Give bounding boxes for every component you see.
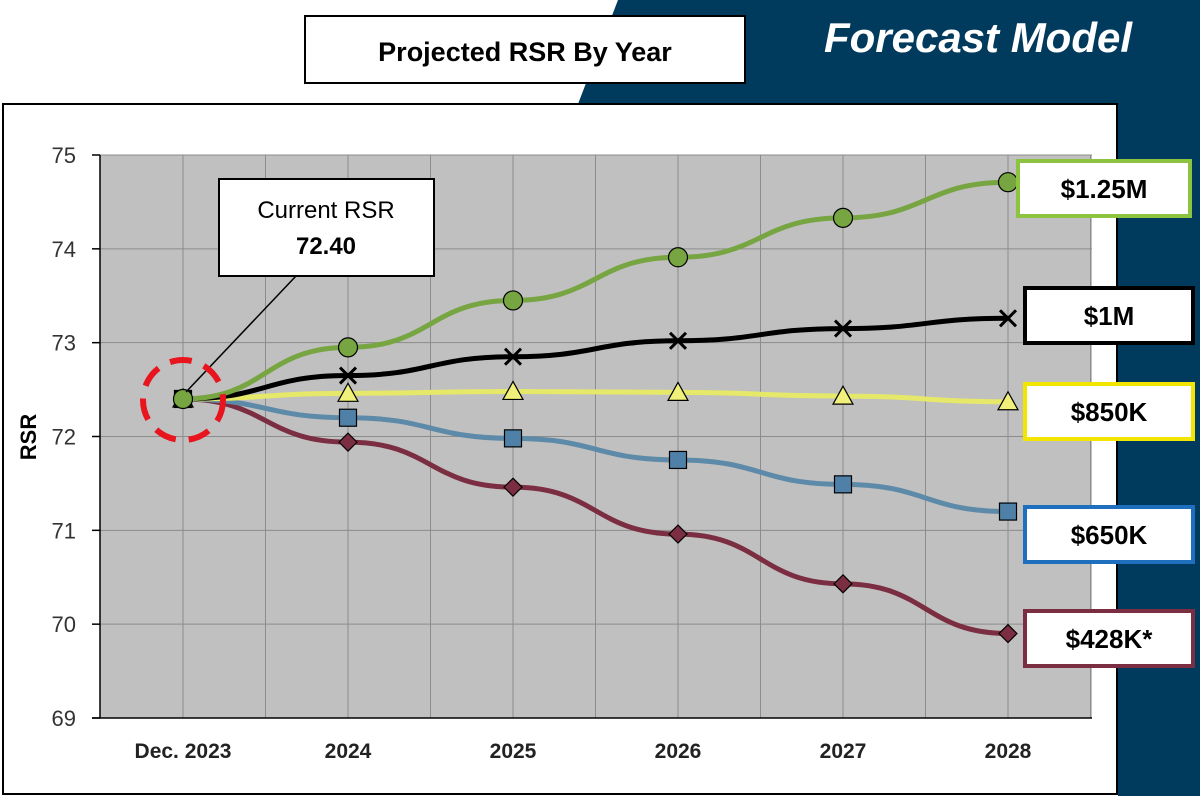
data-point — [667, 247, 689, 268]
series-line — [182, 396, 1009, 637]
x-tick-label: 2028 — [985, 740, 1032, 763]
chart-title: Projected RSR By Year — [378, 37, 672, 67]
y-axis-label: RSR — [16, 414, 41, 461]
data-point — [338, 432, 358, 452]
data-point — [997, 172, 1019, 193]
x-tick-labels: Dec. 2023 2024 2025 2026 2027 2028 — [135, 740, 1032, 763]
series-label: $1M — [1084, 301, 1135, 331]
x-tick-label: 2024 — [325, 740, 372, 763]
x-tick-label: Dec. 2023 — [135, 740, 232, 763]
y-tick-label: 72 — [52, 425, 76, 450]
data-point — [668, 450, 688, 470]
series-label-box — [1023, 505, 1195, 564]
data-point — [501, 380, 525, 401]
data-point — [998, 502, 1018, 521]
series-label-box — [1023, 609, 1195, 668]
series-label: $850K — [1071, 397, 1148, 427]
series-line — [182, 396, 1009, 515]
callout-leader — [185, 275, 297, 393]
x-tick-label: 2026 — [655, 740, 702, 763]
series-line — [182, 179, 1009, 402]
current-rsr-highlight — [140, 357, 226, 443]
data-point — [503, 477, 523, 498]
callout-label: Current RSR — [257, 197, 394, 224]
data-point — [336, 382, 360, 402]
series-label-box — [1023, 286, 1195, 345]
data-point — [833, 573, 853, 594]
series-label: $650K — [1071, 520, 1148, 550]
series-line — [182, 388, 1009, 405]
series-lines — [171, 172, 1020, 644]
data-point — [502, 290, 524, 311]
series-labels: $1.25M $1M $850K $650K $428K* — [1016, 159, 1195, 668]
series-label: $428K* — [1066, 624, 1154, 654]
data-point — [998, 309, 1018, 328]
y-tick-label: 71 — [52, 518, 76, 543]
chart-title-box — [304, 15, 746, 84]
data-point — [338, 408, 358, 427]
data-point — [172, 388, 194, 410]
y-tick-label: 69 — [52, 706, 76, 731]
x-tick-label: 2025 — [490, 740, 537, 763]
data-point — [503, 429, 523, 448]
data-point — [338, 366, 358, 385]
y-tick-label: 74 — [52, 237, 76, 262]
callout-value: 72.40 — [296, 233, 356, 260]
data-point — [668, 524, 688, 544]
y-tick-label: 73 — [52, 331, 76, 356]
data-point — [668, 331, 688, 350]
x-tick-label: 2027 — [820, 740, 867, 763]
callout-box — [218, 178, 435, 277]
series-line — [182, 315, 1009, 402]
y-tick-labels: 69 70 71 72 73 74 75 — [52, 143, 100, 731]
y-tick-label: 70 — [52, 612, 76, 637]
data-point — [833, 475, 853, 494]
data-point — [337, 337, 359, 358]
data-point — [832, 207, 854, 228]
data-point — [998, 623, 1018, 644]
series-label: $1.25M — [1061, 174, 1148, 204]
data-point — [666, 381, 690, 401]
y-tick-label: 75 — [52, 143, 76, 168]
data-point — [833, 319, 853, 338]
data-point — [831, 384, 855, 405]
data-point — [996, 390, 1020, 411]
slide-title: Forecast Model — [824, 14, 1133, 61]
series-label-box — [1016, 159, 1192, 218]
data-point — [503, 347, 523, 366]
series-label-box — [1023, 382, 1195, 441]
